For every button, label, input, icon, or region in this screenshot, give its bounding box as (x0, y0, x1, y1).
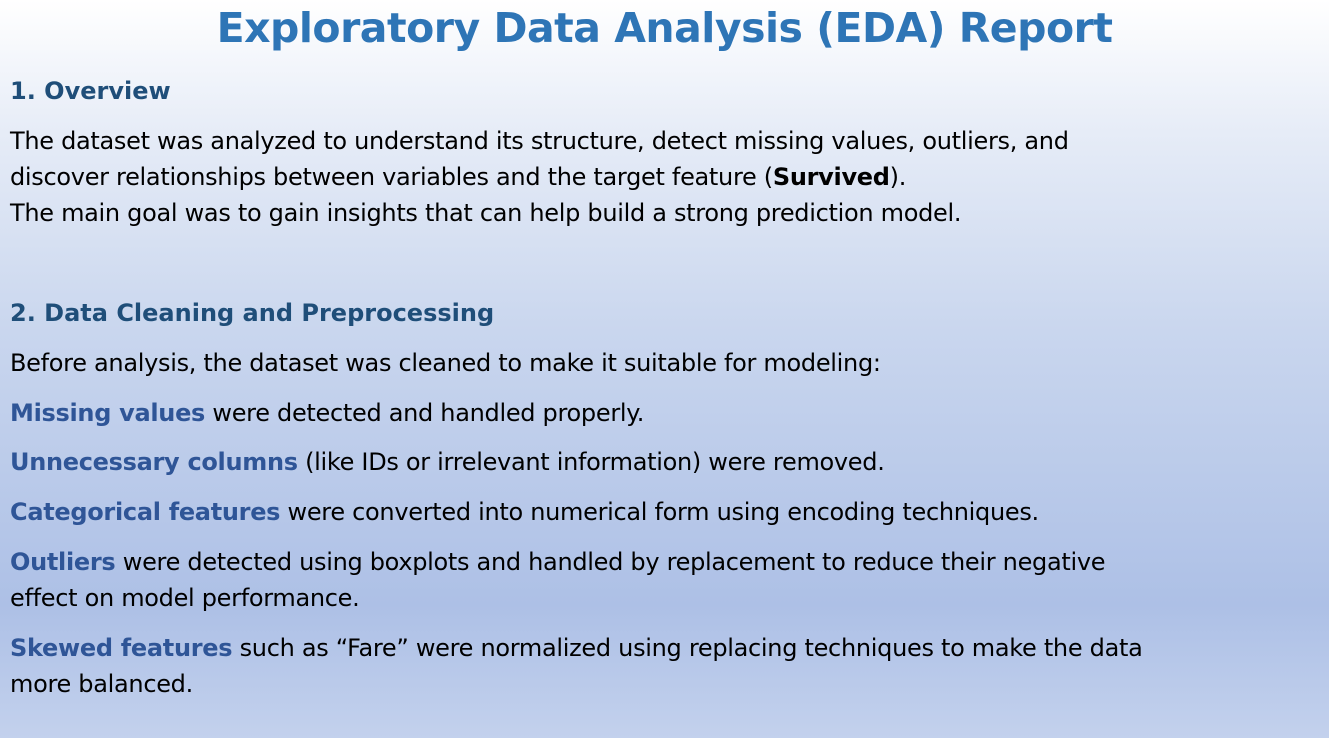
section-heading-overview: 1. Overview (10, 77, 171, 105)
item-text: such as “Fare” were normalized using rep… (232, 634, 1143, 662)
skewed-line-1: Skewed features such as “Fare” were norm… (10, 630, 1143, 666)
term-outliers: Outliers (10, 548, 116, 576)
section-heading-cleaning: 2. Data Cleaning and Preprocessing (10, 299, 495, 327)
target-feature-name: Survived (772, 163, 890, 191)
cleaning-item-unnecessary-columns: Unnecessary columns (like IDs or irrelev… (10, 444, 885, 480)
skewed-line-2: more balanced. (10, 670, 193, 698)
term-missing-values: Missing values (10, 399, 206, 427)
term-skewed-features: Skewed features (10, 634, 233, 662)
overview-line-2-pre: discover relationships between variables… (10, 163, 773, 191)
overview-line-1: The dataset was analyzed to understand i… (10, 127, 1069, 155)
item-text: were detected and handled properly. (205, 399, 645, 427)
page-title: Exploratory Data Analysis (EDA) Report (216, 4, 1113, 52)
cleaning-intro: Before analysis, the dataset was cleaned… (10, 349, 881, 377)
item-text: (like IDs or irrelevant information) wer… (297, 448, 885, 476)
cleaning-item-skewed-features: Skewed features such as “Fare” were norm… (10, 630, 1143, 702)
overview-line-3: The main goal was to gain insights that … (10, 199, 962, 227)
outliers-line-2: effect on model performance. (10, 584, 360, 612)
term-unnecessary-columns: Unnecessary columns (10, 448, 298, 476)
term-categorical-features: Categorical features (10, 498, 281, 526)
cleaning-item-outliers: Outliers were detected using boxplots an… (10, 544, 1106, 616)
item-text: were converted into numerical form using… (280, 498, 1040, 526)
item-text: were detected using boxplots and handled… (115, 548, 1106, 576)
overview-line-2-post: ). (889, 163, 907, 191)
overview-line-2: discover relationships between variables… (10, 159, 1069, 195)
overview-paragraph: The dataset was analyzed to understand i… (10, 123, 1069, 231)
cleaning-item-missing-values: Missing values were detected and handled… (10, 395, 644, 431)
outliers-line-1: Outliers were detected using boxplots an… (10, 544, 1106, 580)
cleaning-item-categorical-features: Categorical features were converted into… (10, 494, 1039, 530)
